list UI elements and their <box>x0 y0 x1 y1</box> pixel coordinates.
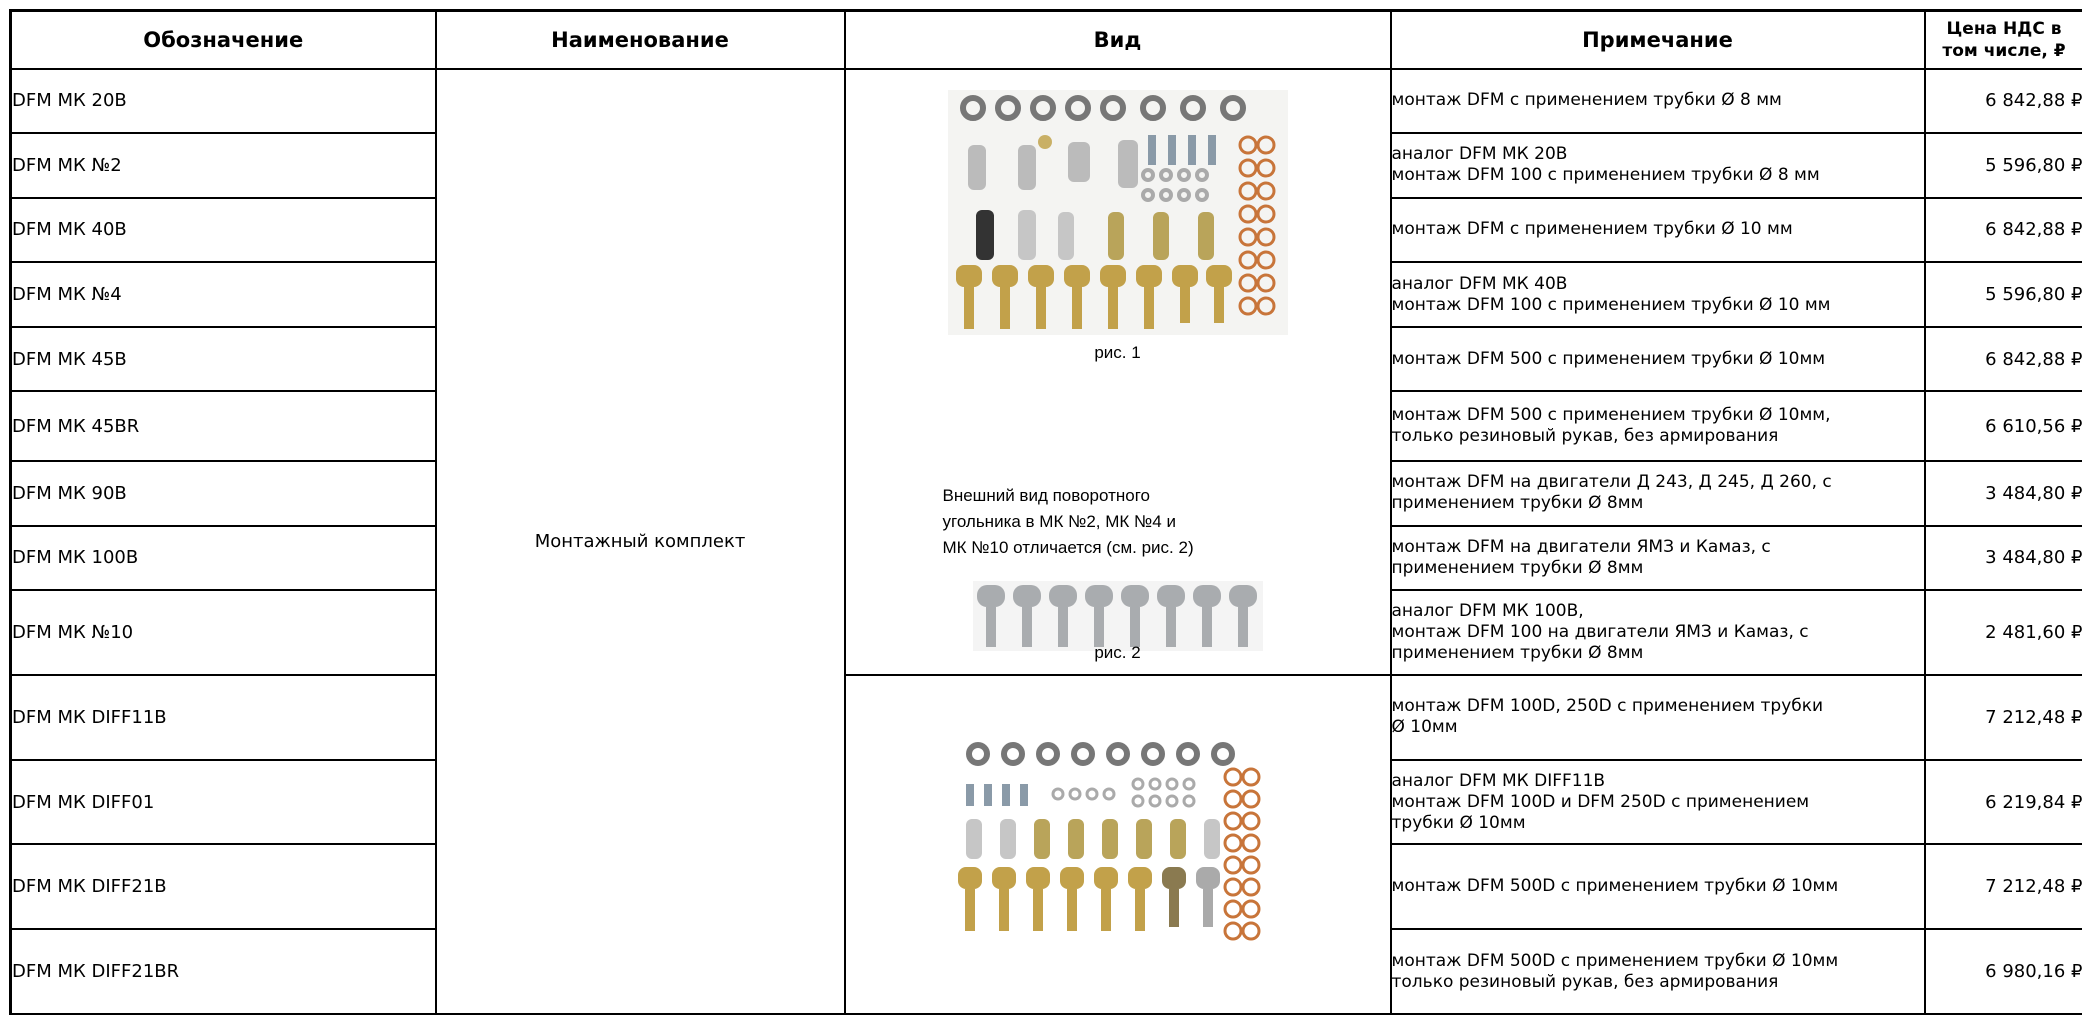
table-row: DFM МК 20В Монтажный комплект <box>9 67 2082 1015</box>
product-code: DFM МК 40В <box>9 196 437 264</box>
product-note-line: монтаж DFM 500D с применением трубки Ø 1… <box>1391 950 1839 971</box>
price-table: Обозначение Наименование Вид Примечание … <box>9 9 2082 1015</box>
product-note-line: применением трубки Ø 8мм <box>1391 643 1644 664</box>
product-note: монтаж DFM 500 с применением трубки Ø 10… <box>1389 390 1926 463</box>
table-row: DFM МК 45BR монтаж DFM 500 с применением … <box>9 390 2082 463</box>
product-note: монтаж DFM 100D, 250D с применением труб… <box>1389 673 1926 761</box>
swivel-note: Внешний вид поворотного угольника в МК №2… <box>943 483 1263 561</box>
product-code: DFM МК 45BR <box>9 390 437 463</box>
product-note-line: монтаж DFM на двигатели Д 243, Д 245, Д … <box>1391 472 1832 493</box>
product-note: монтаж DFM с применением трубки Ø 10 мм <box>1389 196 1926 264</box>
product-code: DFM МК DIFF01 <box>9 758 437 846</box>
product-note-line: аналог DFM МК 40В <box>1391 273 1568 294</box>
product-note-line: аналог DFM МК 100В, <box>1391 601 1584 622</box>
swivel-note-line2: угольника в МК №2, МК №4 и <box>942 511 1176 531</box>
mounting-kit-parts-photo <box>947 89 1288 335</box>
table-row: DFM МК 40В монтаж DFM с применением трубк… <box>9 196 2082 264</box>
product-note: монтаж DFM 500 с применением трубки Ø 10… <box>1389 325 1926 393</box>
product-price: 7 212,48 ₽ <box>1923 673 2082 761</box>
product-price: 5 596,80 ₽ <box>1923 261 2082 328</box>
swivel-note-line1: Внешний вид поворотного <box>942 485 1151 505</box>
product-price: 6 980,16 ₽ <box>1923 928 2082 1015</box>
header-price: Цена НДС в том числе, ₽ <box>1923 9 2082 70</box>
header-name: Наименование <box>434 9 846 70</box>
header-price-line1: Цена НДС в <box>1946 18 2062 39</box>
view-cell-kit: рис. 1 Внешний вид поворотного угольника в… <box>843 67 1392 676</box>
header-code: Обозначение <box>9 9 437 70</box>
swivel-fittings-photo <box>972 580 1263 651</box>
table-row: DFM МК DIFF21BR монтаж DFM 500D с примене… <box>9 928 2082 1015</box>
product-note-line: монтаж DFM 100D, 250D с применением труб… <box>1391 696 1824 717</box>
product-note: монтаж DFM 500D с применением трубки Ø 1… <box>1389 843 1926 931</box>
table-row: DFM МК 90В монтаж DFM на двигатели Д 243,… <box>9 460 2082 527</box>
table-row: DFM МК №4 аналог DFM МК 40В монтаж DFM 100… <box>9 261 2082 328</box>
product-note-line: только резиновый рукав, без армирования <box>1391 426 1779 447</box>
table-row: DFM МК 45В монтаж DFM 500 с применением т… <box>9 325 2082 393</box>
product-code: DFM МК №10 <box>9 589 437 676</box>
product-note: монтаж DFM на двигатели Д 243, Д 245, Д … <box>1389 460 1926 527</box>
product-code: DFM МК DIFF21BR <box>9 928 437 1015</box>
product-note-line: монтаж DFM с применением трубки Ø 8 мм <box>1391 90 1782 111</box>
product-note-line: Ø 10мм <box>1391 717 1458 738</box>
product-price: 6 842,88 ₽ <box>1923 196 2082 264</box>
table-row: DFM МК DIFF21В монтаж DFM 500D с применен… <box>9 843 2082 931</box>
product-note: аналог DFM МК DIFF11В монтаж DFM 100D и D… <box>1389 758 1926 846</box>
view-cell-diff-kit <box>843 673 1392 1015</box>
product-price: 5 596,80 ₽ <box>1923 132 2082 199</box>
product-code: DFM МК 45В <box>9 325 437 393</box>
product-price: 3 484,80 ₽ <box>1923 524 2082 592</box>
product-code: DFM МК 20В <box>9 67 437 135</box>
header-note: Примечание <box>1389 9 1926 70</box>
product-price: 6 219,84 ₽ <box>1923 758 2082 846</box>
product-note: аналог DFM МК 40В монтаж DFM 100 с примен… <box>1389 261 1926 328</box>
product-note-line: монтаж DFM 500D с применением трубки Ø 1… <box>1391 876 1839 897</box>
diff-mounting-kit-parts-photo <box>947 739 1288 950</box>
product-note: монтаж DFM на двигатели ЯМЗ и Камаз, с пр… <box>1389 524 1926 592</box>
header-view: Вид <box>843 9 1392 70</box>
product-note-line: только резиновый рукав, без армирования <box>1391 971 1779 992</box>
product-price: 2 481,60 ₽ <box>1923 589 2082 676</box>
table-row: DFM МК №2 аналог DFM МК 20В монтаж DFM 100… <box>9 132 2082 199</box>
product-price: 3 484,80 ₽ <box>1923 460 2082 527</box>
product-price: 6 842,88 ₽ <box>1923 67 2082 135</box>
figure-caption-1: рис. 1 <box>1094 342 1141 362</box>
product-note: монтаж DFM с применением трубки Ø 8 мм <box>1389 67 1926 135</box>
header-price-line2: том числе, ₽ <box>1942 40 2066 61</box>
product-price: 7 212,48 ₽ <box>1923 843 2082 931</box>
product-note: аналог DFM МК 100В, монтаж DFM 100 на дви… <box>1389 589 1926 676</box>
product-note-line: аналог DFM МК DIFF11В <box>1391 770 1606 791</box>
product-note: аналог DFM МК 20В монтаж DFM 100 с примен… <box>1389 132 1926 199</box>
table-row: DFM МК DIFF01 аналог DFM МК DIFF11В монтаж… <box>9 758 2082 846</box>
product-name: Монтажный комплект <box>434 67 846 1015</box>
swivel-note-line3: МК №10 отличается (см. рис. 2) <box>942 537 1194 557</box>
product-note-line: монтаж DFM 100 на двигатели ЯМЗ и Камаз,… <box>1391 622 1809 643</box>
product-code: DFM МК 90В <box>9 460 437 527</box>
product-price: 6 610,56 ₽ <box>1923 390 2082 463</box>
product-note-line: монтаж DFM 100D и DFM 250D с применением <box>1391 791 1810 812</box>
product-note-line: монтаж DFM на двигатели ЯМЗ и Камаз, с <box>1391 536 1771 557</box>
product-note-line: монтаж DFM 500 с применением трубки Ø 10… <box>1391 405 1831 426</box>
product-price: 6 842,88 ₽ <box>1923 325 2082 393</box>
product-note-line: аналог DFM МК 20В <box>1391 144 1568 165</box>
product-note-line: монтаж DFM 500 с применением трубки Ø 10… <box>1391 348 1826 369</box>
figure-caption-2: рис. 2 <box>1094 642 1141 662</box>
header-row: Обозначение Наименование Вид Примечание … <box>9 9 2082 70</box>
product-code: DFM МК DIFF11В <box>9 673 437 761</box>
table-row: DFM МК №10 аналог DFM МК 100В, монтаж DFM … <box>9 589 2082 676</box>
table-row: DFM МК DIFF11В <box>9 673 2082 1015</box>
table-row: DFM МК 100В монтаж DFM на двигатели ЯМЗ и… <box>9 524 2082 592</box>
product-note-line: трубки Ø 10мм <box>1391 812 1526 833</box>
product-note-line: применением трубки Ø 8мм <box>1391 493 1644 514</box>
product-note-line: монтаж DFM с применением трубки Ø 10 мм <box>1391 219 1793 240</box>
product-code: DFM МК №4 <box>9 261 437 328</box>
product-note-line: применением трубки Ø 8мм <box>1391 557 1644 578</box>
product-note-line: монтаж DFM 100 с применением трубки Ø 8 … <box>1391 165 1820 186</box>
product-code: DFM МК DIFF21В <box>9 843 437 931</box>
product-code: DFM МК №2 <box>9 132 437 199</box>
product-code: DFM МК 100В <box>9 524 437 592</box>
product-note: монтаж DFM 500D с применением трубки Ø 1… <box>1389 928 1926 1015</box>
product-note-line: монтаж DFM 100 с применением трубки Ø 10… <box>1391 294 1831 315</box>
